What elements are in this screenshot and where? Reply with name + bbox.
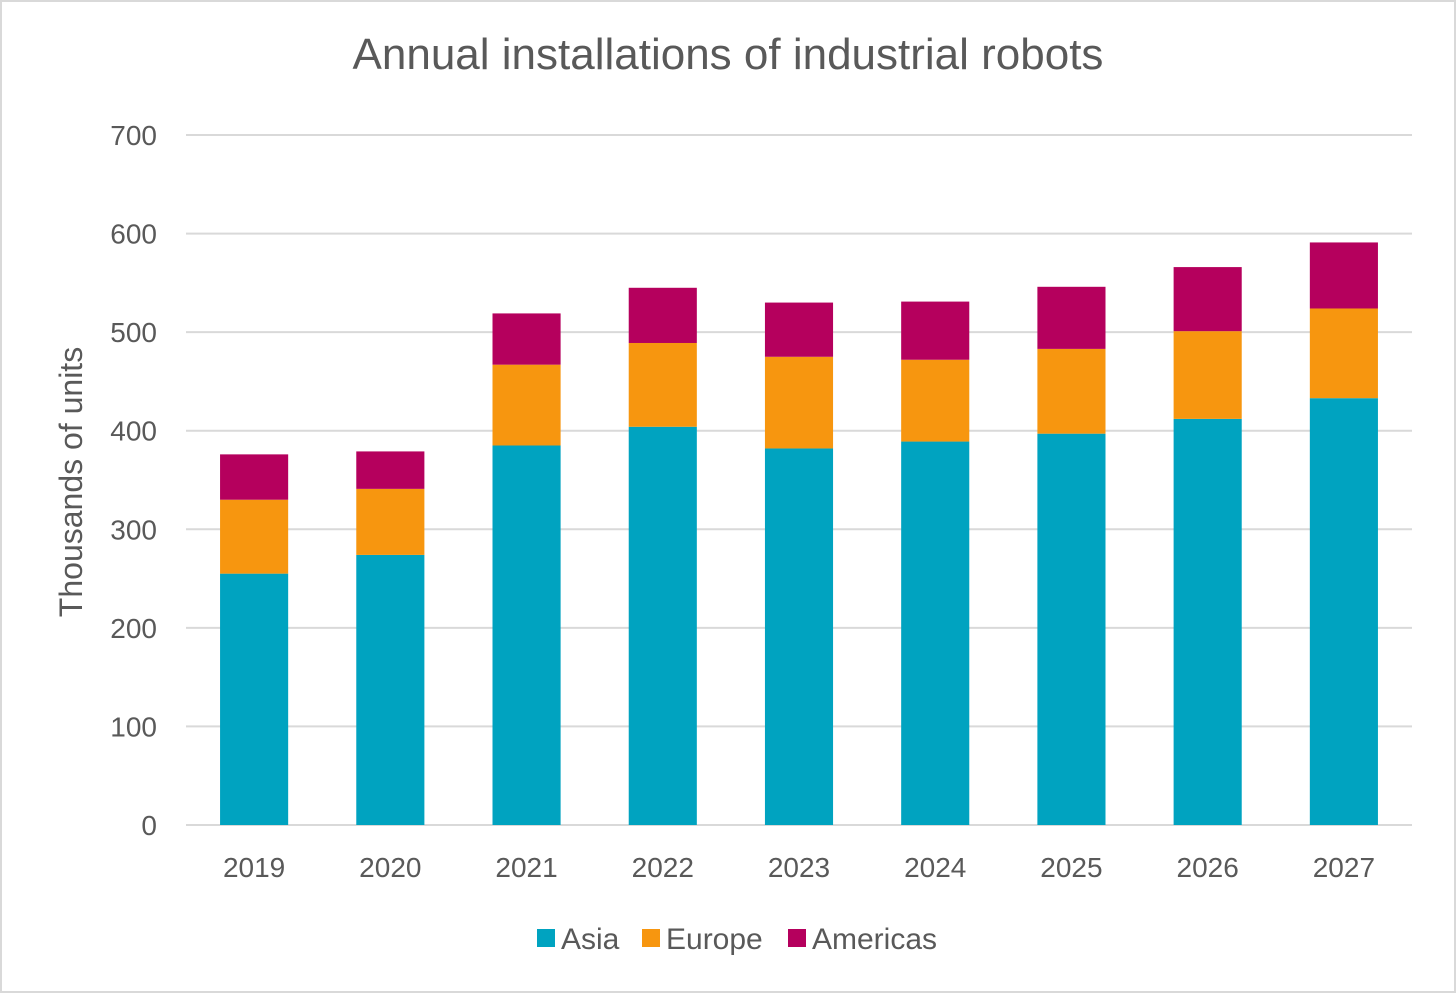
x-tick-label: 2021 xyxy=(495,852,557,883)
bar-europe-2027 xyxy=(1309,308,1378,399)
bar-americas-2023 xyxy=(764,302,834,357)
bar-asia-2026 xyxy=(1173,418,1242,825)
bar-europe-2025 xyxy=(1037,348,1106,434)
x-tick-label: 2022 xyxy=(632,852,694,883)
y-tick-label: 400 xyxy=(110,416,157,447)
legend-swatch-americas xyxy=(788,929,806,947)
bar-asia-2019 xyxy=(220,573,289,825)
y-tick-label: 0 xyxy=(141,810,157,841)
bar-americas-2027 xyxy=(1309,242,1378,309)
bar-asia-2020 xyxy=(356,554,425,825)
legend: Asia Europe Americas xyxy=(537,923,937,956)
bar-asia-2021 xyxy=(492,445,561,825)
bar-americas-2021 xyxy=(492,313,561,365)
y-tick-label: 700 xyxy=(110,120,157,151)
x-axis-ticks: 2019 2020 2021 2022 2023 2024 2025 2026 2027 xyxy=(223,852,1375,883)
x-tick-label: 2024 xyxy=(904,852,966,883)
bar-europe-2024 xyxy=(901,359,970,442)
bar-asia-2022 xyxy=(628,426,697,825)
y-tick-label: 200 xyxy=(110,613,157,644)
legend-label-asia: Asia xyxy=(561,923,620,956)
legend-swatch-europe xyxy=(642,929,660,947)
y-tick-label: 600 xyxy=(110,219,157,250)
bar-europe-2019 xyxy=(220,499,289,574)
chart-title: Annual installations of industrial robot… xyxy=(352,30,1104,79)
bar-europe-2026 xyxy=(1173,331,1242,419)
x-tick-label: 2027 xyxy=(1313,852,1375,883)
x-tick-label: 2025 xyxy=(1040,852,1102,883)
bar-americas-2025 xyxy=(1037,286,1106,349)
bars xyxy=(220,242,1378,825)
bar-americas-2026 xyxy=(1173,267,1242,332)
bar-asia-2023 xyxy=(764,448,834,825)
bar-americas-2020 xyxy=(356,451,425,489)
y-tick-label: 500 xyxy=(110,317,157,348)
y-tick-label: 300 xyxy=(110,514,157,545)
legend-label-americas: Americas xyxy=(812,923,937,956)
legend-label-europe: Europe xyxy=(666,923,763,956)
x-tick-label: 2020 xyxy=(359,852,421,883)
bar-europe-2021 xyxy=(492,364,561,446)
bar-asia-2027 xyxy=(1309,398,1378,825)
y-axis-title: Thousands of units xyxy=(53,347,89,617)
y-axis-ticks: 0 100 200 300 400 500 600 700 xyxy=(110,120,157,841)
bar-asia-2024 xyxy=(901,441,970,825)
bar-americas-2024 xyxy=(901,301,970,360)
bar-americas-2022 xyxy=(628,287,697,343)
bar-europe-2020 xyxy=(356,488,425,555)
y-tick-label: 100 xyxy=(110,711,157,742)
bar-europe-2022 xyxy=(628,342,697,427)
bar-europe-2023 xyxy=(764,356,834,449)
x-tick-label: 2019 xyxy=(223,852,285,883)
legend-swatch-asia xyxy=(537,929,555,947)
x-tick-label: 2026 xyxy=(1177,852,1239,883)
bar-asia-2025 xyxy=(1037,433,1106,825)
x-tick-label: 2023 xyxy=(768,852,830,883)
bar-americas-2019 xyxy=(220,454,289,500)
